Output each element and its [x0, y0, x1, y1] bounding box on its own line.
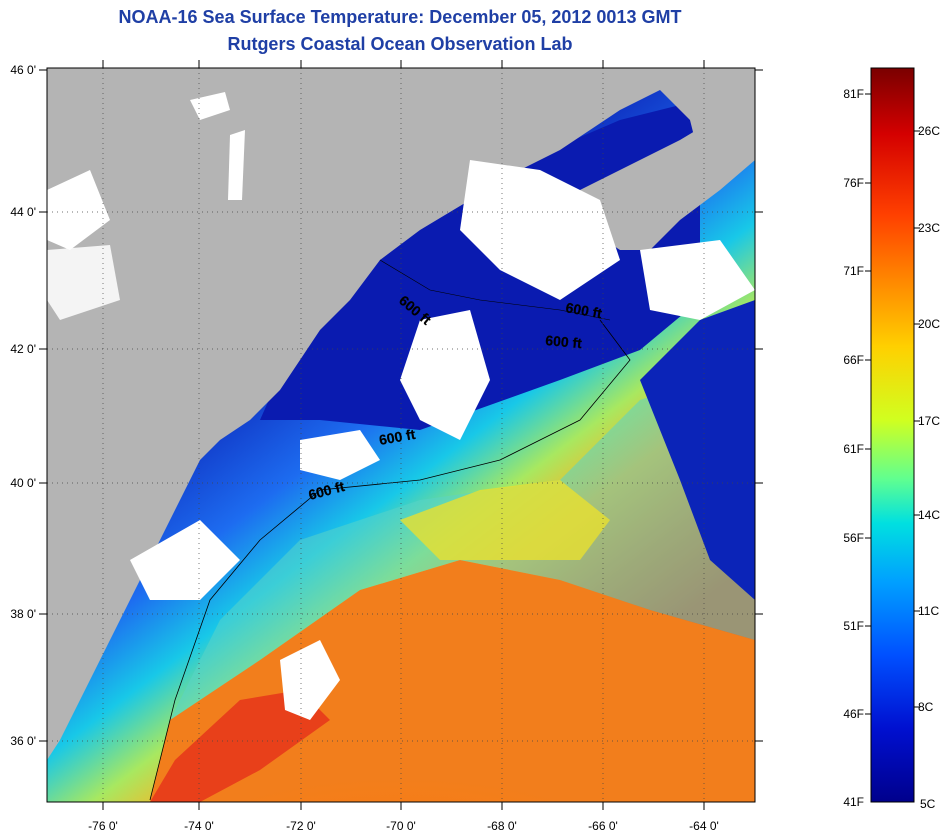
colorbar-c-label: 11C: [918, 604, 939, 618]
colorbar-c-label: 17C: [918, 414, 940, 428]
colorbar-f-label: 81F: [843, 87, 864, 101]
colorbar-f-label: 76F: [843, 176, 864, 190]
cloud-patch: [47, 170, 110, 250]
lon-label: -72 0': [286, 819, 316, 833]
lat-label: 46 0': [10, 63, 36, 77]
colorbar-f-label: 71F: [843, 264, 864, 278]
colorbar-f-label: 66F: [843, 353, 864, 367]
graticule: [47, 68, 755, 802]
cold-offshore-region: [640, 300, 755, 600]
warm-water-region: [150, 560, 755, 802]
map-subtitle: Rutgers Coastal Ocean Observation Lab: [227, 34, 573, 54]
cloud-patch: [280, 640, 340, 720]
lon-label: -68 0': [487, 819, 517, 833]
colorbar-f-label: 46F: [843, 707, 864, 721]
colorbar-c-label: 20C: [918, 317, 940, 331]
colorbar-c-label: 14C: [918, 508, 940, 522]
warm-pool: [220, 740, 620, 802]
nova-scotia: [560, 110, 755, 250]
colorbar-c-label: 5C: [920, 797, 936, 811]
contour-label: 600 ft: [545, 332, 583, 351]
lat-label: 38 0': [10, 607, 36, 621]
colorbar-c-label: 23C: [918, 221, 940, 235]
colorbar: 81F 76F 71F 66F 61F 56F 51F 46F 41F 26C …: [843, 67, 940, 811]
lon-label: -74 0': [184, 819, 214, 833]
lon-label: -66 0': [588, 819, 618, 833]
yellow-streamer: [400, 480, 610, 560]
cloud-patch: [400, 310, 490, 440]
cloud-patch: [300, 430, 380, 480]
colorbar-f-label: 51F: [843, 619, 864, 633]
lat-label: 40 0': [10, 476, 36, 490]
land-mass: [47, 68, 755, 760]
colorbar-gradient: [870, 67, 915, 803]
lon-label: -70 0': [386, 819, 416, 833]
cloud-patch: [460, 160, 620, 300]
shelf-break-contour: [149, 319, 631, 801]
lon-label: -64 0': [689, 819, 719, 833]
colorbar-f-label: 41F: [843, 795, 864, 809]
lat-label: 42 0': [10, 342, 36, 356]
cloud-patch: [190, 92, 230, 120]
map-title: NOAA-16 Sea Surface Temperature: Decembe…: [118, 7, 682, 27]
cloud-patch: [130, 520, 240, 600]
gulf-of-maine-water: [260, 100, 700, 430]
lat-label: 44 0': [10, 205, 36, 219]
contour-label: 600 ft: [378, 426, 417, 448]
colorbar-ticks: [865, 93, 920, 715]
lon-label: -76 0': [88, 819, 118, 833]
colorbar-c-label: 8C: [918, 700, 934, 714]
colorbar-f-label: 56F: [843, 531, 864, 545]
map-ticks: [39, 60, 763, 810]
lat-label: 36 0': [10, 734, 36, 748]
colorbar-f-label: 61F: [843, 442, 864, 456]
gulf-contour: [379, 259, 611, 321]
map-canvas: [47, 68, 755, 802]
contour-label: 600 ft: [564, 299, 603, 321]
cloud-patch: [47, 245, 120, 320]
colorbar-c-label: 26C: [918, 124, 940, 138]
warm-core-region: [150, 690, 330, 802]
cloud-patch: [228, 130, 245, 200]
cloud-patch: [640, 240, 755, 320]
